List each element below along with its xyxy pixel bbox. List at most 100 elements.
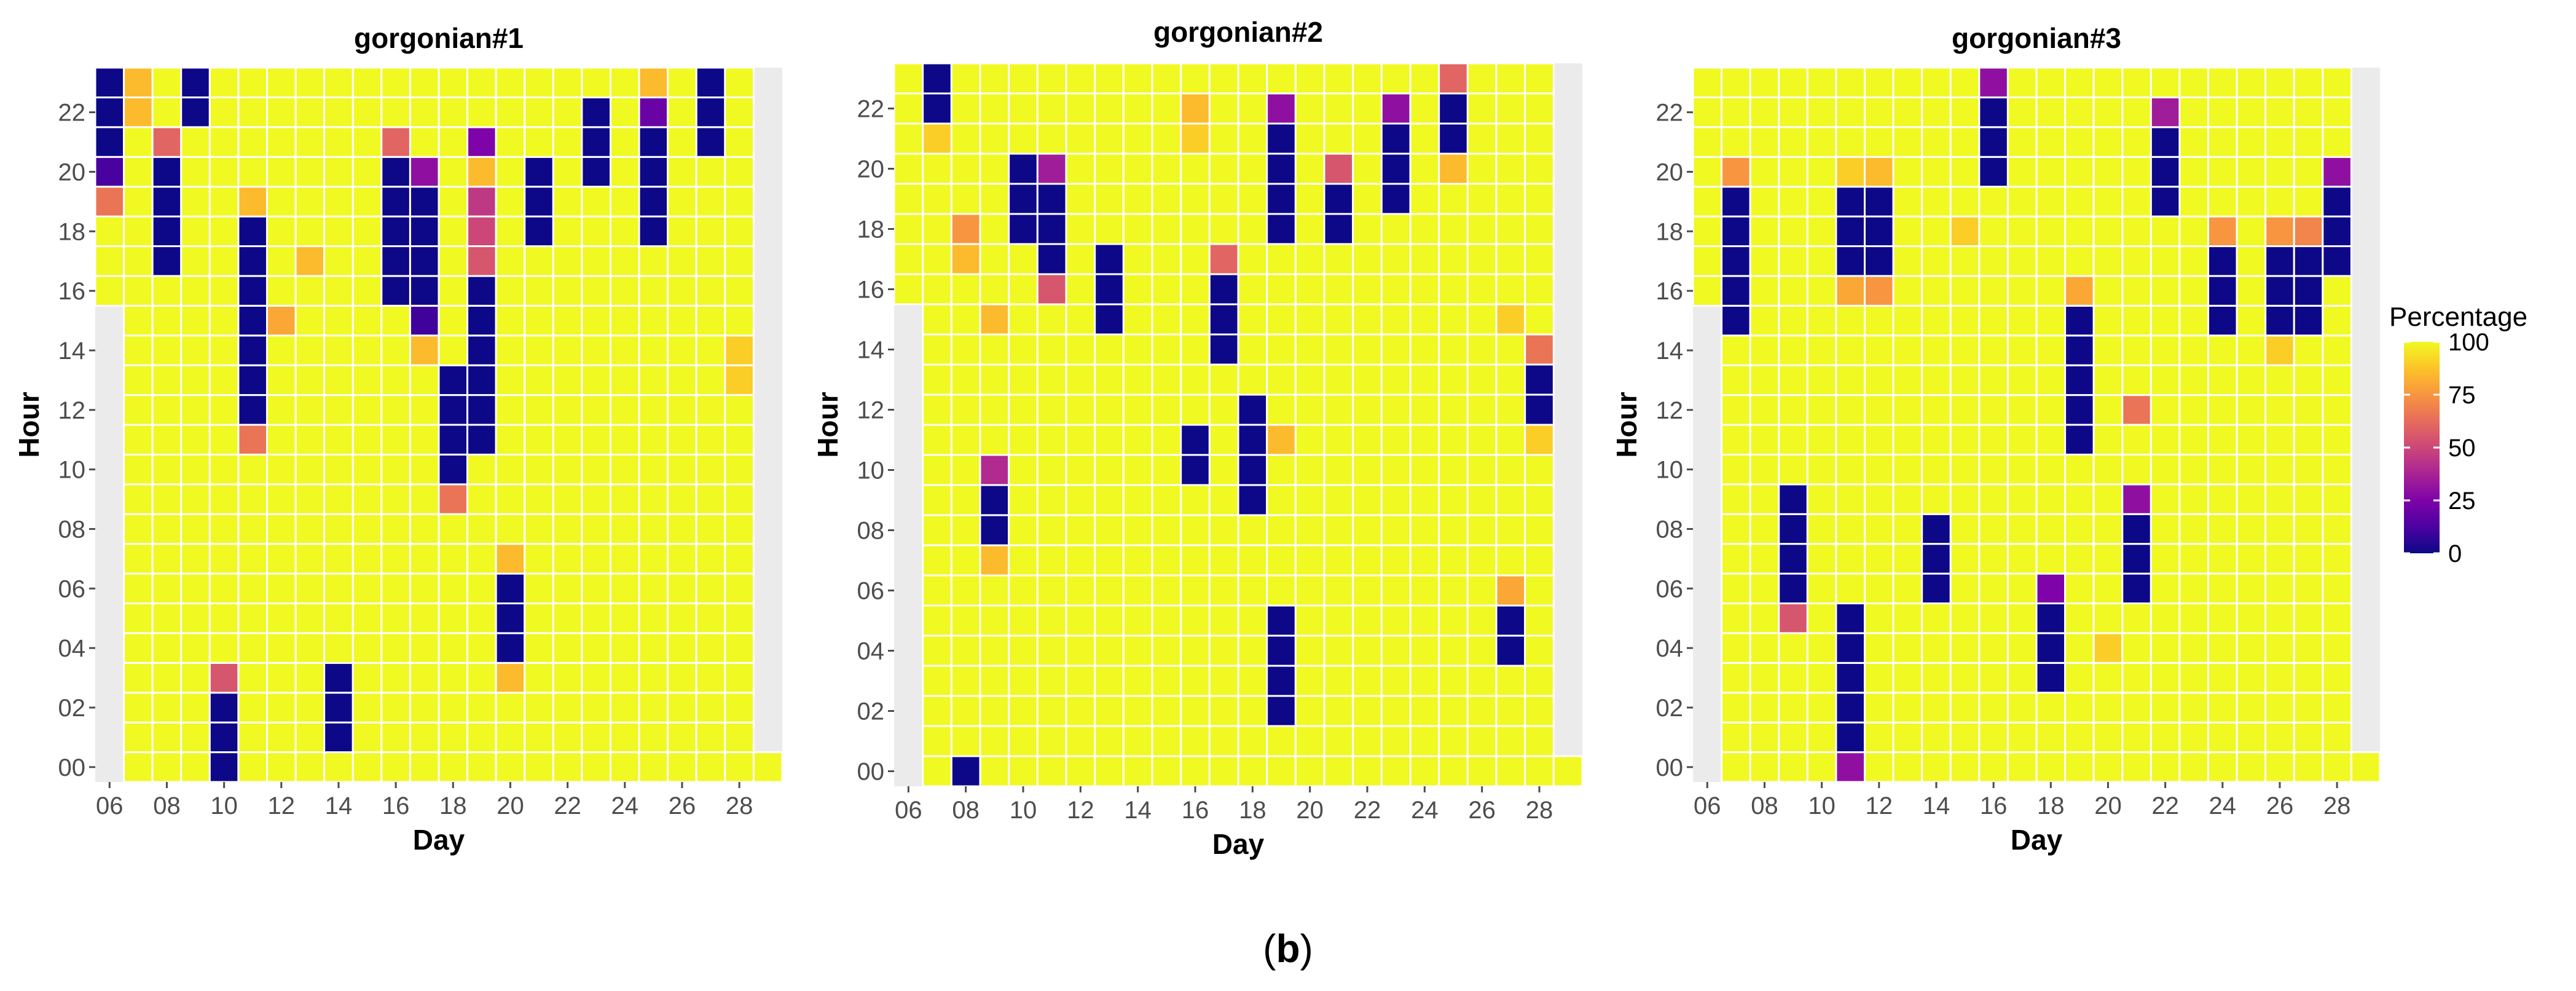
y-tick-label: 18: [1656, 218, 1684, 245]
heatmap-cell: [438, 661, 469, 694]
heatmap-cell: [1864, 245, 1895, 277]
heatmap-cell: [208, 572, 240, 604]
heatmap-cell: [1409, 213, 1440, 245]
y-tick-label: 06: [857, 578, 885, 605]
heatmap-cell: [2236, 721, 2267, 754]
heatmap-cell: [1294, 755, 1325, 788]
heatmap-cell: [294, 692, 326, 724]
heatmap-cell: [1036, 243, 1067, 275]
heatmap-cell: [1835, 275, 1866, 307]
heatmap-cell: [266, 572, 297, 604]
heatmap-cell: [1524, 152, 1555, 185]
heatmap-cell: [524, 721, 554, 754]
heatmap-cell: [1294, 725, 1325, 757]
heatmap-cell: [1949, 364, 1981, 397]
heatmap-cell: [2264, 513, 2295, 545]
heatmap-cell: [1294, 122, 1325, 155]
heatmap-cell: [724, 692, 755, 724]
heatmap-cell: [1778, 334, 1808, 366]
heatmap-cell: [1180, 333, 1211, 366]
heatmap-cell: [1721, 453, 1751, 486]
heatmap-cell: [1065, 183, 1096, 215]
heatmap-cell: [323, 632, 354, 664]
heatmap-cell: [1835, 66, 1866, 98]
heatmap-cell: [950, 755, 981, 788]
x-tick-label: 22: [1354, 797, 1381, 824]
heatmap-cell: [2006, 126, 2038, 158]
heatmap-cell: [2092, 126, 2124, 158]
heatmap-cell: [1921, 245, 1952, 277]
heatmap-cell: [1749, 245, 1780, 277]
heatmap-cell: [1237, 574, 1268, 607]
heatmap-cell: [123, 453, 154, 486]
heatmap-cell: [2121, 245, 2152, 277]
heatmap-cell: [351, 156, 383, 188]
heatmap-cell: [94, 126, 125, 158]
heatmap-cell: [237, 245, 268, 277]
heatmap-cell: [1094, 725, 1125, 757]
heatmap-cell: [1409, 273, 1440, 306]
heatmap-cell: [1380, 183, 1412, 215]
heatmap-cell: [1008, 454, 1039, 486]
heatmap-cell: [1806, 602, 1837, 634]
heatmap-cell: [1921, 572, 1952, 604]
heatmap-cell: [2293, 126, 2324, 158]
heatmap-cell: [2150, 334, 2181, 366]
heatmap-cell: [323, 602, 354, 634]
heatmap-cell: [1065, 243, 1096, 275]
heatmap-cell: [1466, 333, 1498, 366]
heatmap-cell: [724, 304, 755, 337]
heatmap-cell: [2006, 572, 2038, 604]
x-tick-label: 10: [1010, 797, 1037, 824]
heatmap-cell: [1949, 96, 1981, 128]
heatmap-cell: [2150, 245, 2181, 277]
heatmap-cell: [638, 275, 669, 307]
heatmap-cell: [2322, 424, 2352, 456]
heatmap-cell: [610, 692, 640, 724]
x-axis-title: Day: [1212, 828, 1265, 860]
heatmap-cell: [1438, 514, 1469, 547]
heatmap-cell: [266, 692, 297, 724]
heatmap-cell: [979, 604, 1010, 637]
heatmap-cell: [351, 453, 383, 486]
heatmap-cell: [237, 602, 268, 634]
heatmap-cell: [2293, 751, 2324, 783]
heatmap-cell: [1778, 66, 1808, 98]
heatmap-cell: [1749, 661, 1780, 694]
heatmap-cell: [1180, 92, 1211, 125]
heatmap-cell: [323, 394, 354, 426]
heatmap-cell: [466, 364, 497, 397]
heatmap-cell: [922, 665, 952, 697]
heatmap-cell: [1008, 273, 1039, 306]
heatmap-cell: [1835, 334, 1866, 366]
heatmap-cell: [1008, 243, 1039, 275]
heatmap-cell: [1978, 186, 2009, 218]
heatmap-cell: [2322, 394, 2352, 426]
heatmap-cell: [524, 186, 554, 218]
x-tick-label: 08: [952, 797, 980, 824]
heatmap-cell: [610, 483, 640, 515]
heatmap-cell: [1978, 245, 2009, 277]
heatmap-cell: [438, 692, 469, 724]
heatmap-cell: [2121, 186, 2152, 218]
heatmap-cell: [1864, 156, 1895, 188]
heatmap-cell: [2264, 394, 2295, 426]
heatmap-cell: [1208, 393, 1239, 426]
heatmap-cell: [1266, 544, 1297, 577]
heatmap-cell: [237, 334, 268, 366]
heatmap-cell: [151, 304, 183, 337]
heatmap-cell: [1180, 484, 1211, 516]
heatmap-cell: [1835, 513, 1866, 545]
heatmap-cell: [1036, 454, 1067, 486]
y-tick-label: 00: [58, 754, 86, 781]
heatmap-cell: [1835, 543, 1866, 575]
heatmap-cell: [724, 721, 755, 754]
heatmap-cell: [1036, 152, 1067, 185]
y-tick-label: 06: [1656, 575, 1684, 602]
heatmap-cell: [2236, 394, 2267, 426]
heatmap-cell: [1864, 483, 1895, 515]
heatmap-cell: [1122, 424, 1153, 456]
heatmap-cell: [380, 424, 411, 456]
heatmap-cell: [524, 245, 554, 277]
heatmap-cell: [2150, 513, 2181, 545]
